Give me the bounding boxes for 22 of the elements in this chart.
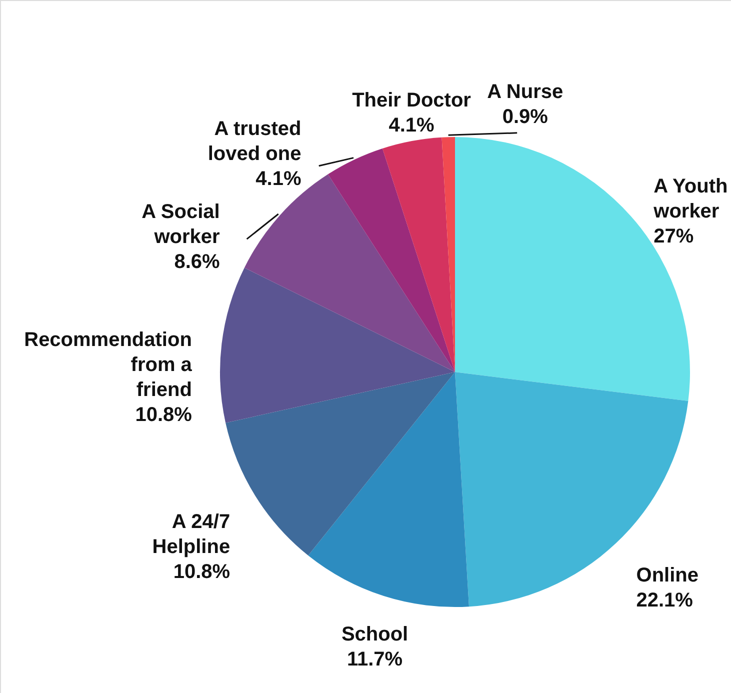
data-label: 4.1% bbox=[256, 168, 302, 190]
slice-label: Their Doctor bbox=[352, 90, 472, 112]
data-label: 22.1% bbox=[636, 589, 694, 612]
data-label: 27% bbox=[654, 226, 694, 248]
data-label: 4.1% bbox=[388, 114, 435, 137]
slice-label: A 24/7 Helpline bbox=[152, 511, 230, 558]
slice-label: A trusted loved one bbox=[208, 118, 302, 166]
slice-label: School bbox=[341, 624, 408, 646]
pie-slice bbox=[220, 268, 455, 423]
data-label: 8.6% bbox=[174, 250, 220, 273]
data-label: 10.8% bbox=[173, 561, 230, 584]
slice-label: Online bbox=[636, 564, 698, 586]
slice-label: A Youth worker bbox=[652, 176, 728, 223]
pie-slice bbox=[382, 137, 455, 372]
pie-slice bbox=[308, 372, 470, 607]
data-label: 10.8% bbox=[135, 404, 192, 426]
data-label: 0.9% bbox=[502, 106, 548, 128]
pie-slice bbox=[328, 148, 455, 372]
slice-label: Recommendation from a friend bbox=[24, 329, 193, 402]
data-label: 11.7% bbox=[346, 648, 403, 671]
slice-label: A Social worker bbox=[142, 200, 220, 248]
slice-label: A Nurse bbox=[487, 80, 564, 103]
